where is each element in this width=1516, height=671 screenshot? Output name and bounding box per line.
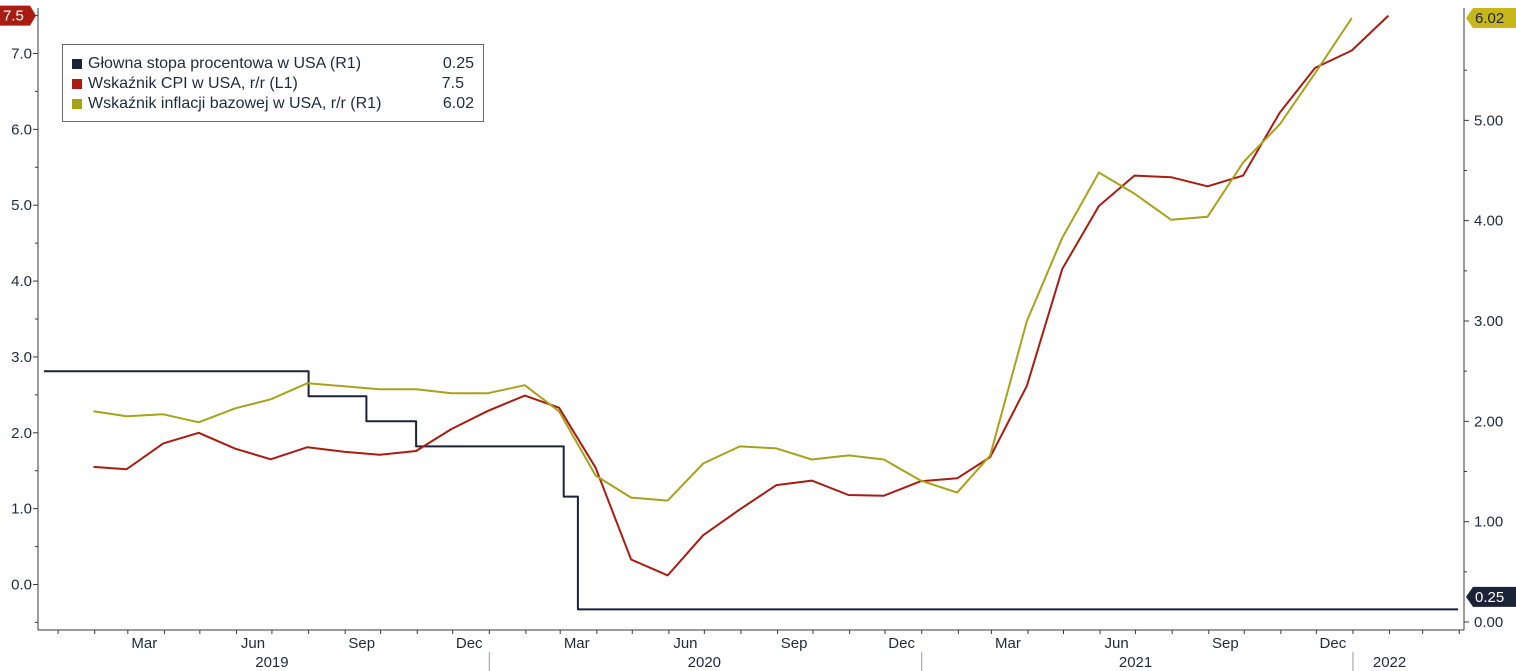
x-axis-month-label: Jun — [1105, 635, 1129, 652]
legend-swatch-cpi — [72, 79, 82, 89]
left-value-badge — [0, 5, 36, 26]
legend-value-core-inflation: 6.02 — [442, 95, 474, 112]
series-line-fed-rate — [43, 370, 1459, 611]
x-axis-year-label: 2019 — [255, 654, 288, 671]
x-axis-month-label: Mar — [564, 635, 590, 652]
legend-label-fed-rate: Głowna stopa procentowa w USA (R1) — [88, 55, 362, 72]
x-axis-month-label: Mar — [995, 635, 1021, 652]
right-axis-tick-label: 3.00 — [1474, 313, 1503, 330]
legend-label-cpi: Wskaźnik CPI w USA, r/r (L1) — [88, 75, 298, 92]
right-axis-tick-label: 1.00 — [1474, 514, 1503, 531]
right-top-value-badge — [1466, 8, 1516, 29]
left-axis-tick-label: 1.0 — [11, 501, 32, 518]
left-axis-tick-label: 5.0 — [11, 197, 32, 214]
x-axis-month-label: Sep — [348, 635, 375, 652]
x-axis-year-label: 2022 — [1373, 654, 1406, 671]
left-axis-tick-label: 2.0 — [11, 425, 32, 442]
series-layer — [43, 14, 1459, 611]
right-bottom-value-badge — [1466, 586, 1516, 607]
legend-swatch-core-inflation — [72, 99, 82, 109]
right-axis-tick-label: 0.00 — [1474, 614, 1503, 631]
legend-entry-core-inflation: Wskaźnik inflacji bazowej w USA, r/r (R1… — [72, 94, 482, 114]
left-axis-tick-label: 4.0 — [11, 273, 32, 290]
left-axis-tick-label: 7.0 — [11, 46, 32, 63]
x-axis-year-label: 2020 — [688, 654, 721, 671]
legend-label-core-inflation: Wskaźnik inflacji bazowej w USA, r/r (R1… — [88, 95, 382, 112]
right-top-value-badge-text: 6.02 — [1475, 10, 1504, 27]
legend-swatch-fed-rate — [72, 59, 82, 69]
left-axis-tick-label: 0.0 — [11, 576, 32, 593]
right-bottom-value-badge-text: 0.25 — [1475, 589, 1504, 606]
x-axis-month-label: Dec — [888, 635, 915, 652]
x-axis-month-label: Dec — [456, 635, 483, 652]
axes-layer: 0.0 1.0 2.0 3.0 4.0 5.0 6.0 7.0 0.00 1.00 2.00 3.00… — [11, 8, 1503, 671]
legend-value-fed-rate: 0.25 — [442, 55, 474, 72]
series-line-core-inflation — [93, 17, 1353, 502]
x-axis-month-label: Dec — [1320, 635, 1347, 652]
x-axis-month-label: Sep — [781, 635, 808, 652]
x-axis-month-label: Mar — [131, 635, 157, 652]
badges-layer: 7.5 6.02 0.25 — [0, 5, 1516, 607]
legend-entry-cpi: Wskaźnik CPI w USA, r/r (L1) 7.5 — [72, 74, 482, 94]
left-axis-tick-label: 3.0 — [11, 349, 32, 366]
right-axis-tick-label: 2.00 — [1474, 413, 1503, 430]
chart-legend: Głowna stopa procentowa w USA (R1) 0.25 … — [62, 44, 484, 122]
series-line-cpi — [93, 14, 1390, 577]
right-axis-tick-label: 5.00 — [1474, 112, 1503, 129]
left-axis-tick-label: 6.0 — [11, 121, 32, 138]
x-axis-month-label: Jun — [241, 635, 265, 652]
left-value-badge-text: 7.5 — [3, 8, 24, 25]
x-axis-year-label: 2021 — [1119, 654, 1152, 671]
right-axis-tick-label: 4.00 — [1474, 213, 1503, 230]
legend-entry-fed-rate: Głowna stopa procentowa w USA (R1) 0.25 — [72, 54, 482, 74]
legend-value-cpi: 7.5 — [441, 75, 464, 92]
x-axis-month-label: Sep — [1212, 635, 1239, 652]
x-axis-month-label: Jun — [673, 635, 697, 652]
